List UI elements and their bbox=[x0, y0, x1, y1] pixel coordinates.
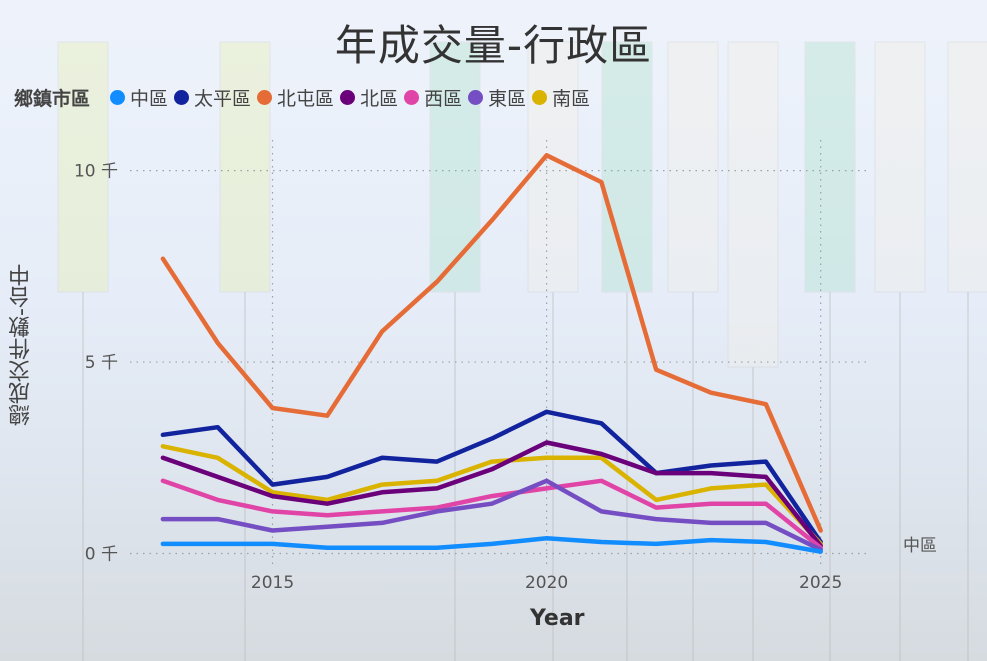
legend-swatch bbox=[532, 90, 548, 105]
legend-item-bei[interactable]: 北區 bbox=[340, 84, 398, 111]
legend-swatch bbox=[257, 90, 273, 105]
legend-swatch bbox=[174, 90, 190, 105]
legend-title: 鄉鎮市區 bbox=[14, 88, 91, 110]
series-line[interactable] bbox=[160, 153, 823, 533]
legend-item-zhong[interactable]: 中區 bbox=[110, 84, 168, 111]
series-line[interactable] bbox=[160, 535, 823, 554]
series-lines bbox=[160, 153, 823, 554]
legend-label: 東區 bbox=[488, 88, 527, 110]
y-tick-label: 5 千 bbox=[85, 353, 118, 373]
y-tick-label: 10 千 bbox=[74, 162, 118, 182]
legend-label: 太平區 bbox=[194, 88, 252, 110]
legend-label: 北屯區 bbox=[277, 88, 335, 110]
legend-item-dong[interactable]: 東區 bbox=[468, 84, 526, 111]
series-line[interactable] bbox=[160, 444, 823, 547]
series-line[interactable] bbox=[160, 409, 823, 545]
series-line[interactable] bbox=[160, 478, 823, 552]
x-axis-ticks: 2015 2020 2025 bbox=[251, 573, 842, 593]
legend-swatch bbox=[468, 90, 484, 105]
legend-item-beitun[interactable]: 北屯區 bbox=[257, 84, 334, 111]
y-axis-ticks: 0 千 5 千 10 千 bbox=[74, 162, 118, 565]
x-tick-label: 2020 bbox=[525, 573, 568, 593]
legend-item-xi[interactable]: 西區 bbox=[404, 84, 462, 111]
legend-label: 南區 bbox=[552, 88, 591, 110]
legend-label: 北區 bbox=[360, 88, 399, 110]
legend-label: 中區 bbox=[130, 88, 169, 110]
legend-item-taiping[interactable]: 太平區 bbox=[174, 84, 251, 111]
series-line[interactable] bbox=[160, 440, 823, 549]
end-series-label: 中區 bbox=[903, 536, 937, 556]
x-tick-label: 2015 bbox=[251, 573, 294, 593]
legend-swatch bbox=[340, 90, 356, 105]
legend-item-nan[interactable]: 南區 bbox=[532, 84, 590, 111]
series-line[interactable] bbox=[160, 478, 823, 551]
legend-swatch bbox=[110, 90, 126, 105]
y-tick-label: 0 千 bbox=[85, 545, 118, 565]
x-axis-label: Year bbox=[530, 606, 585, 631]
x-tick-label: 2025 bbox=[799, 573, 842, 593]
legend-swatch bbox=[404, 90, 420, 105]
chart-title: 年成交量-行政區 bbox=[334, 21, 653, 70]
legend-label: 西區 bbox=[424, 88, 463, 110]
legend: 鄉鎮市區 中區 太平區 北屯區 北區 西區 東區 南區 bbox=[14, 84, 596, 111]
